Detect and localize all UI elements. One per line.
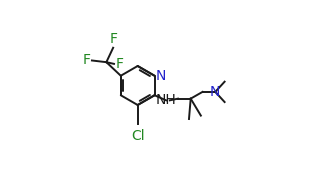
Text: F: F [82, 54, 90, 68]
Text: N: N [156, 69, 166, 83]
Text: F: F [109, 32, 117, 46]
Text: N: N [210, 85, 220, 99]
Text: NH: NH [156, 93, 176, 107]
Text: Cl: Cl [131, 129, 145, 143]
Text: F: F [116, 57, 124, 71]
